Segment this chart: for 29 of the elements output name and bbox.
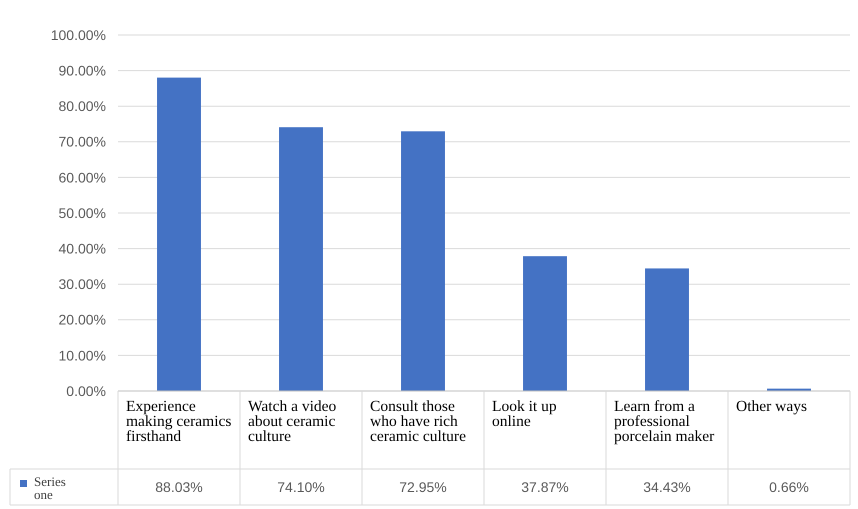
y-tick-label: 90.00%: [58, 62, 106, 78]
x-tick-label: Look it up online: [492, 398, 557, 430]
y-tick-label: 40.00%: [58, 240, 106, 256]
y-tick-label: 10.00%: [58, 347, 106, 364]
y-tick-label: 30.00%: [58, 276, 106, 292]
bar: [645, 268, 689, 391]
y-tick-label: 50.00%: [58, 204, 106, 221]
bar: [279, 127, 323, 391]
bar: [523, 256, 567, 391]
data-label: 34.43%: [643, 478, 691, 495]
y-tick-label: 80.00%: [58, 98, 106, 114]
data-label: 74.10%: [277, 478, 325, 495]
data-label: 88.03%: [155, 478, 203, 495]
data-label: 72.95%: [399, 478, 447, 495]
y-tick-label: 20.00%: [58, 312, 106, 328]
x-tick-label: Experience making ceramics firsthand: [126, 398, 232, 445]
y-tick-label: 100.00%: [50, 26, 106, 43]
data-label: 0.66%: [769, 478, 809, 495]
data-label: 37.87%: [521, 478, 569, 495]
x-tick-label: Consult those who have rich ceramic culture: [370, 398, 466, 445]
legend-label: Series one: [34, 474, 66, 502]
x-tick-label: Watch a video about ceramic culture: [248, 398, 337, 445]
y-tick-label: 0.00%: [66, 382, 106, 399]
bar: [157, 78, 201, 391]
x-tick-label: Other ways: [736, 398, 808, 415]
bar: [401, 131, 445, 391]
y-tick-label: 70.00%: [58, 134, 106, 150]
y-tick-label: 60.00%: [58, 169, 106, 186]
x-tick-label: Learn from a professional porcelain maker: [614, 398, 716, 445]
